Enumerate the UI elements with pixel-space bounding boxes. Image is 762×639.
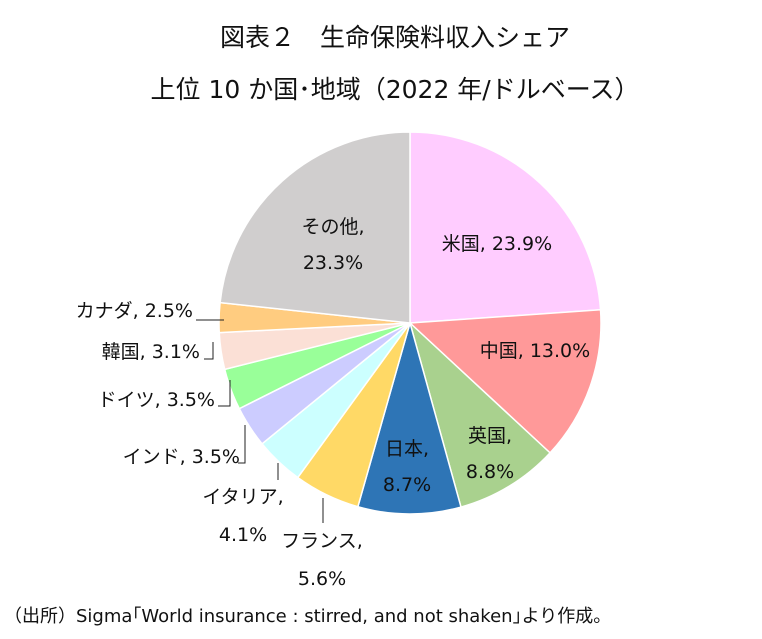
pie-slice-3 — [356, 320, 462, 515]
source-note: （出所）Sigma｢World insurance : stirred, and… — [4, 606, 611, 627]
slice-label-9: カナダ, 2.5% — [76, 300, 193, 322]
slice-label-value-4: 5.6% — [298, 568, 346, 590]
slice-label-0: 米国, 23.9% — [442, 233, 552, 255]
leader-lines — [196, 319, 324, 523]
slice-label-name-2: 英国, — [468, 425, 512, 447]
chart-title: 図表２ 生命保険料収入シェア — [220, 23, 570, 52]
slice-label-name-4: フランス, — [281, 530, 363, 552]
chart-subtitle: 上位 10 か国･地域（2022 年/ドルベース） — [151, 75, 640, 104]
slice-label-name-5: イタリア, — [202, 486, 283, 508]
pie-slice-0 — [409, 131, 602, 324]
slice-labels: 米国, 23.9% 中国, 13.0% 英国, 8.8% 日本, 8.7% フランス, 5.6… — [76, 216, 591, 590]
slice-label-1: 中国, 13.0% — [480, 340, 590, 362]
pie-slice-10 — [219, 131, 411, 324]
slice-label-name-10: その他, — [301, 216, 364, 238]
leader-line-6 — [238, 425, 246, 464]
slice-label-8: 韓国, 3.1% — [102, 341, 200, 363]
leader-line-7 — [218, 380, 231, 407]
slice-label-value-2: 8.8% — [466, 461, 514, 483]
pie-slice-2 — [408, 320, 552, 508]
slice-label-7: ドイツ, 3.5% — [98, 389, 215, 411]
leader-line-8 — [204, 342, 214, 360]
slice-label-value-5: 4.1% — [219, 524, 267, 546]
slice-label-value-3: 8.7% — [383, 474, 431, 496]
pie-slice-1 — [408, 309, 602, 454]
slice-label-name-3: 日本, — [385, 438, 429, 460]
pie-slices — [218, 131, 602, 515]
slice-label-6: インド, 3.5% — [123, 446, 240, 468]
slice-label-value-10: 23.3% — [303, 252, 363, 274]
